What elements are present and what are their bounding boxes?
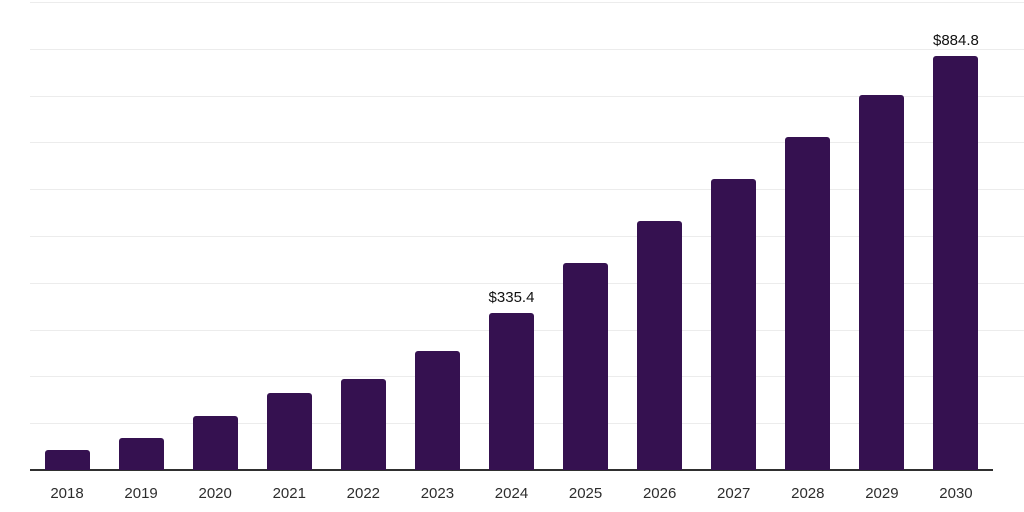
- gridline: [30, 2, 1024, 3]
- bar-2029: [859, 95, 905, 470]
- gridline: [30, 95, 1024, 97]
- bar-2023: [414, 350, 460, 470]
- x-tick-2018: 2018: [50, 485, 84, 502]
- gridline: [30, 189, 1024, 191]
- x-tick-2023: 2023: [420, 485, 455, 502]
- bar-2022: [340, 378, 386, 470]
- x-tick-2027: 2027: [717, 485, 751, 502]
- bar-2030: [933, 55, 979, 470]
- x-tick-2022: 2022: [346, 485, 381, 502]
- x-tick-2024: 2024: [494, 485, 529, 502]
- x-tick-2019: 2019: [124, 485, 158, 502]
- gridline: [30, 142, 1024, 144]
- gridline: [30, 236, 1024, 237]
- x-tick-2025: 2025: [568, 485, 603, 502]
- x-tick-2028: 2028: [791, 485, 825, 502]
- value-label-2024: $335.4: [488, 289, 535, 307]
- bar-2025: [563, 262, 609, 470]
- x-tick-2026: 2026: [642, 485, 677, 502]
- gridline: [30, 48, 1024, 50]
- x-tick-2030: 2030: [939, 485, 973, 502]
- x-tick-2029: 2029: [865, 485, 899, 502]
- bar-2018: [44, 449, 90, 470]
- bar-2020: [192, 415, 238, 470]
- bar-2024: [489, 313, 534, 470]
- x-axis-line: [30, 469, 993, 471]
- bar-2028: [785, 136, 831, 470]
- value-label-2030: $884.8: [933, 31, 979, 49]
- bar-2026: [637, 221, 683, 470]
- x-tick-2021: 2021: [272, 485, 306, 502]
- x-tick-2020: 2020: [198, 485, 232, 502]
- bar-2027: [711, 179, 757, 470]
- gridline: [30, 282, 1024, 284]
- bar-2021: [266, 393, 312, 470]
- bar-2019: [118, 438, 164, 470]
